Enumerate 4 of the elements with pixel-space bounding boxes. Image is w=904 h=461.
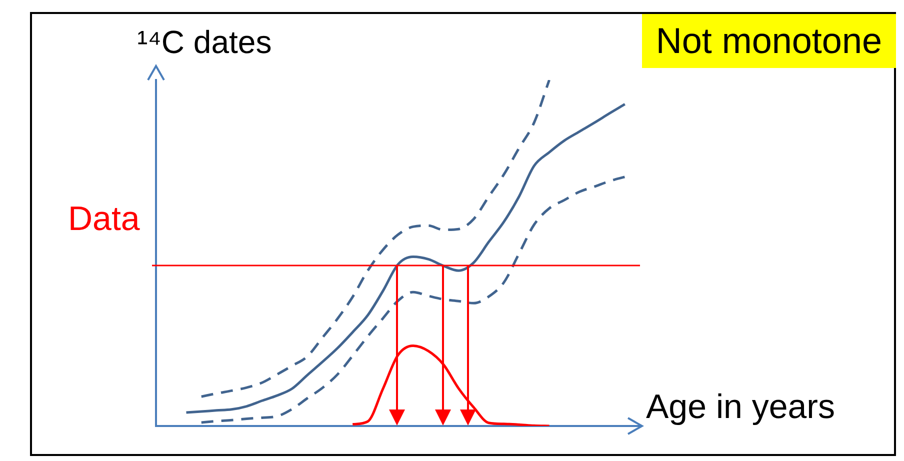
y-axis-title: ¹⁴C dates [137, 24, 272, 61]
text: Not monotone [642, 14, 896, 68]
ref-line-label: Data [68, 200, 140, 239]
x-axis-title: Age in years [646, 388, 835, 427]
